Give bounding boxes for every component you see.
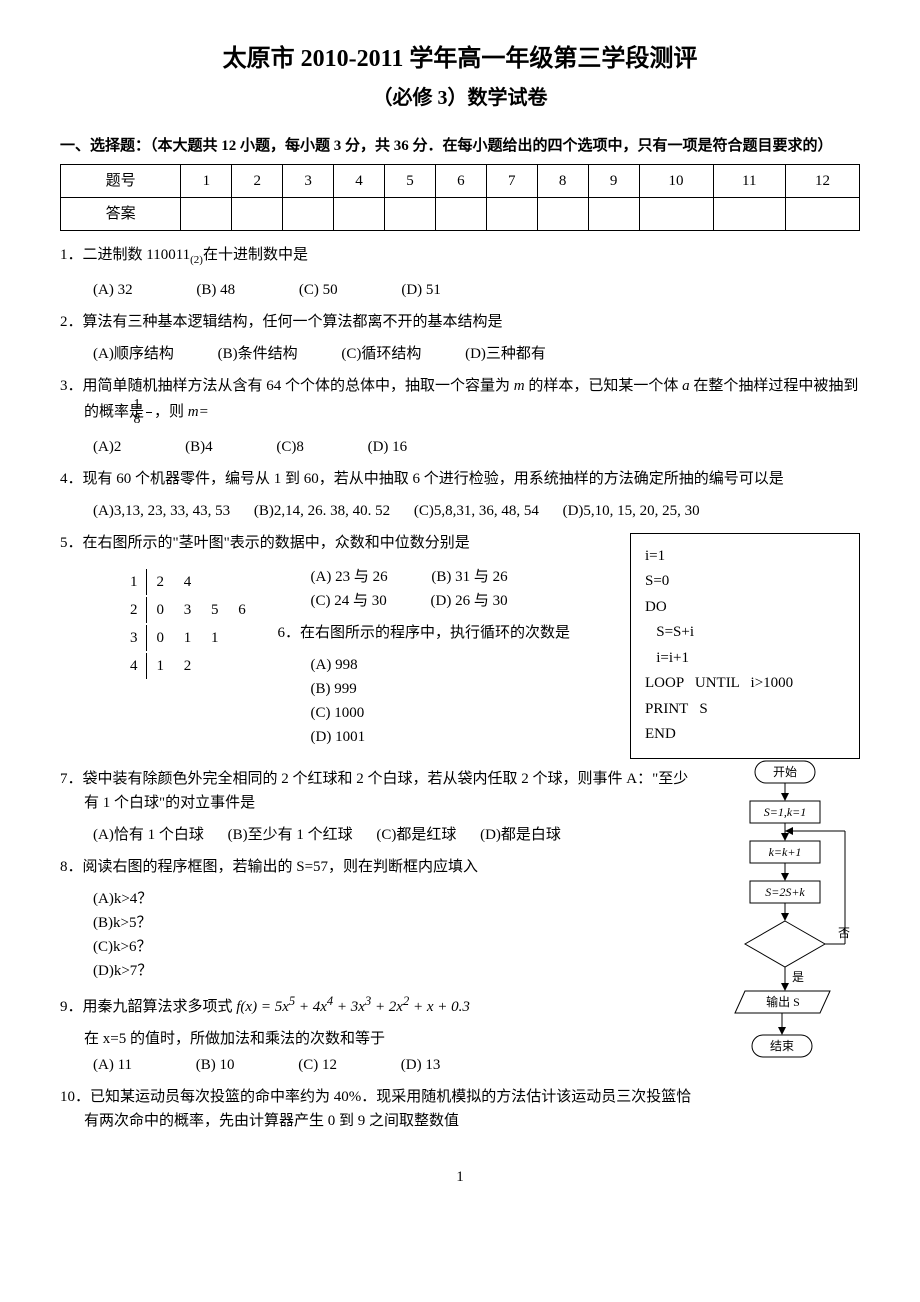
fraction: 18 (146, 398, 152, 427)
stem-leaf-plot: 12 4 20 3 5 6 30 1 1 41 2 (120, 567, 264, 681)
table-row: 答案 (61, 198, 860, 231)
page-number: 1 (60, 1165, 860, 1189)
option: (A) 32 (93, 278, 133, 302)
option: (B)4 (185, 435, 213, 459)
svg-text:k=k+1: k=k+1 (769, 845, 802, 859)
svg-text:S=1,k=1: S=1,k=1 (764, 805, 807, 819)
question-4: 4．现有 60 个机器零件，编号从 1 到 60，若从中抽取 6 个进行检验，用… (60, 467, 860, 491)
svg-text:S=2S+k: S=2S+k (765, 885, 805, 899)
answer-table: 题号 1 2 3 4 5 6 7 8 9 10 11 12 答案 (60, 164, 860, 231)
row-label: 答案 (61, 198, 181, 231)
option: (D)三种都有 (465, 342, 546, 366)
option: (B) 999 (311, 677, 568, 701)
code-box: i=1 S=0 DO S=S+i i=i+1 LOOP UNTIL i>1000… (630, 533, 860, 759)
question-1: 1．二进制数 110011(2)在十进制数中是 (60, 243, 860, 270)
question-4-options: (A)3,13, 23, 33, 43, 53 (B)2,14, 26. 38,… (60, 499, 860, 523)
question-2-options: (A)顺序结构 (B)条件结构 (C)循环结构 (D)三种都有 (60, 342, 860, 366)
option: (B)条件结构 (218, 342, 298, 366)
svg-text:结束: 结束 (770, 1039, 794, 1053)
question-6-options: (A) 998 (B) 999 (C) 1000 (D) 1001 (278, 653, 608, 749)
option: (A)顺序结构 (93, 342, 174, 366)
option: (B)2,14, 26. 38, 40. 52 (254, 499, 390, 523)
option: (A) 998 (311, 653, 568, 677)
question-stem: 1．二进制数 110011(2)在十进制数中是 (60, 247, 308, 263)
option: (D)5,10, 15, 20, 25, 30 (563, 499, 700, 523)
option: (B) 48 (196, 278, 235, 302)
page-subtitle: （必修 3）数学试卷 (60, 82, 860, 114)
option: (D) 16 (368, 435, 408, 459)
option: (B) 31 与 26 (431, 565, 507, 589)
question-1-options: (A) 32 (B) 48 (C) 50 (D) 51 (60, 278, 860, 302)
question-3-options: (A)2 (B)4 (C)8 (D) 16 (60, 435, 860, 459)
option: (C) 50 (299, 278, 338, 302)
svg-text:否: 否 (838, 926, 850, 940)
option: (D)都是白球 (480, 823, 561, 847)
option: (C) 24 与 30 (311, 589, 387, 613)
question-2: 2．算法有三种基本逻辑结构，任何一个算法都离不开的基本结构是 (60, 310, 860, 334)
question-5-options: (A) 23 与 26 (B) 31 与 26 (C) 24 与 30 (D) … (278, 565, 608, 613)
flowchart: 开始 S=1,k=1 k=k+1 S=2S+k 否 是 输出 S (710, 759, 860, 1109)
polynomial: f(x) = 5x5 + 4x4 + 3x3 + 2x2 + x + 0.3 (236, 999, 470, 1015)
option: (B)至少有 1 个红球 (228, 823, 353, 847)
svg-text:是: 是 (792, 970, 804, 984)
section-heading: 一、选择题：（本大题共 12 小题，每小题 3 分，共 36 分．在每小题给出的… (60, 134, 860, 158)
option: (A)恰有 1 个白球 (93, 823, 204, 847)
option: (C) 12 (298, 1053, 337, 1077)
option: (B) 10 (196, 1053, 235, 1077)
option: (C) 1000 (311, 701, 568, 725)
question-6: 6．在右图所示的程序中，执行循环的次数是 (278, 621, 608, 645)
option: (C)循环结构 (341, 342, 421, 366)
option: (D) 51 (401, 278, 441, 302)
option: (D) 13 (401, 1053, 441, 1077)
question-3: 3．用简单随机抽样方法从含有 64 个个体的总体中，抽取一个容量为 m 的样本，… (60, 374, 860, 427)
svg-text:开始: 开始 (773, 765, 797, 779)
svg-text:输出 S: 输出 S (766, 994, 800, 1009)
option: (A) 11 (93, 1053, 132, 1077)
option: (C)8 (276, 435, 304, 459)
option: (C)都是红球 (376, 823, 456, 847)
option: (A) 23 与 26 (311, 565, 388, 589)
option: (A)2 (93, 435, 121, 459)
option: (C)5,8,31, 36, 48, 54 (414, 499, 539, 523)
option: (D) 26 与 30 (431, 589, 508, 613)
page-title: 太原市 2010-2011 学年高一年级第三学段测评 (60, 40, 860, 78)
option: (A)3,13, 23, 33, 43, 53 (93, 499, 230, 523)
table-row: 题号 1 2 3 4 5 6 7 8 9 10 11 12 (61, 165, 860, 198)
option: (D) 1001 (311, 725, 568, 749)
row-label: 题号 (61, 165, 181, 198)
